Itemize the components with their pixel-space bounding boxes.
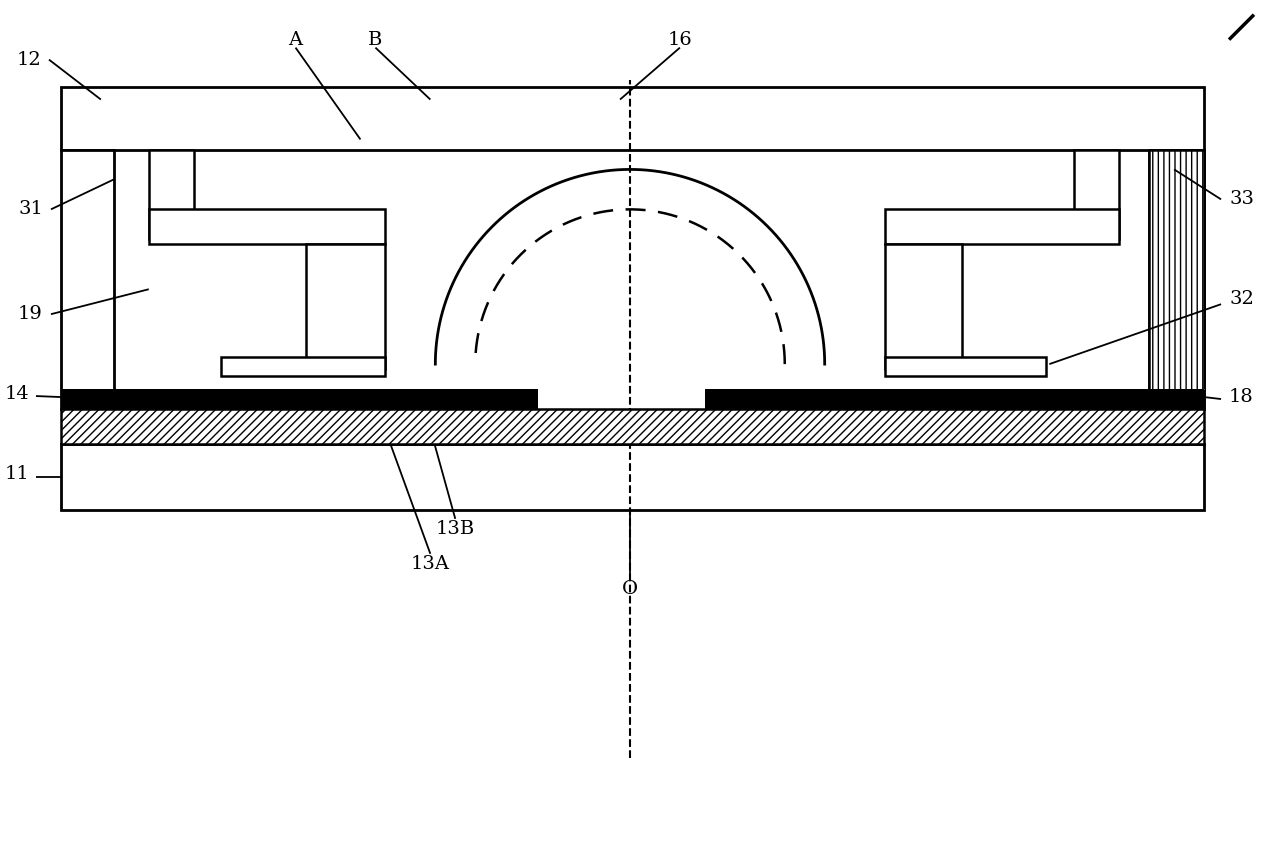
Text: A: A: [289, 31, 302, 49]
Bar: [885, 210, 1120, 244]
Text: 16: 16: [667, 31, 693, 49]
Bar: [61, 444, 1204, 510]
Text: 33: 33: [1229, 191, 1254, 209]
Bar: [1149, 150, 1204, 409]
Text: 11: 11: [4, 465, 29, 483]
Bar: [885, 357, 1046, 376]
Bar: [61, 150, 114, 409]
Text: 13B: 13B: [436, 520, 475, 538]
Bar: [61, 409, 1204, 444]
Text: 19: 19: [18, 305, 43, 323]
Bar: [1149, 150, 1204, 409]
Text: 13A: 13A: [411, 555, 450, 573]
Text: 31: 31: [18, 200, 43, 218]
Bar: [149, 210, 385, 244]
Text: 32: 32: [1229, 290, 1254, 308]
Text: B: B: [369, 31, 383, 49]
Bar: [305, 244, 385, 369]
Bar: [221, 357, 385, 376]
Bar: [885, 244, 962, 369]
Bar: [61, 389, 538, 409]
Bar: [149, 150, 193, 240]
Text: 14: 14: [4, 385, 29, 403]
Text: 12: 12: [17, 51, 41, 69]
Text: 18: 18: [1229, 388, 1253, 406]
Bar: [61, 87, 1204, 150]
Bar: [1074, 150, 1120, 240]
Bar: [705, 389, 1204, 409]
Text: O: O: [622, 580, 638, 598]
